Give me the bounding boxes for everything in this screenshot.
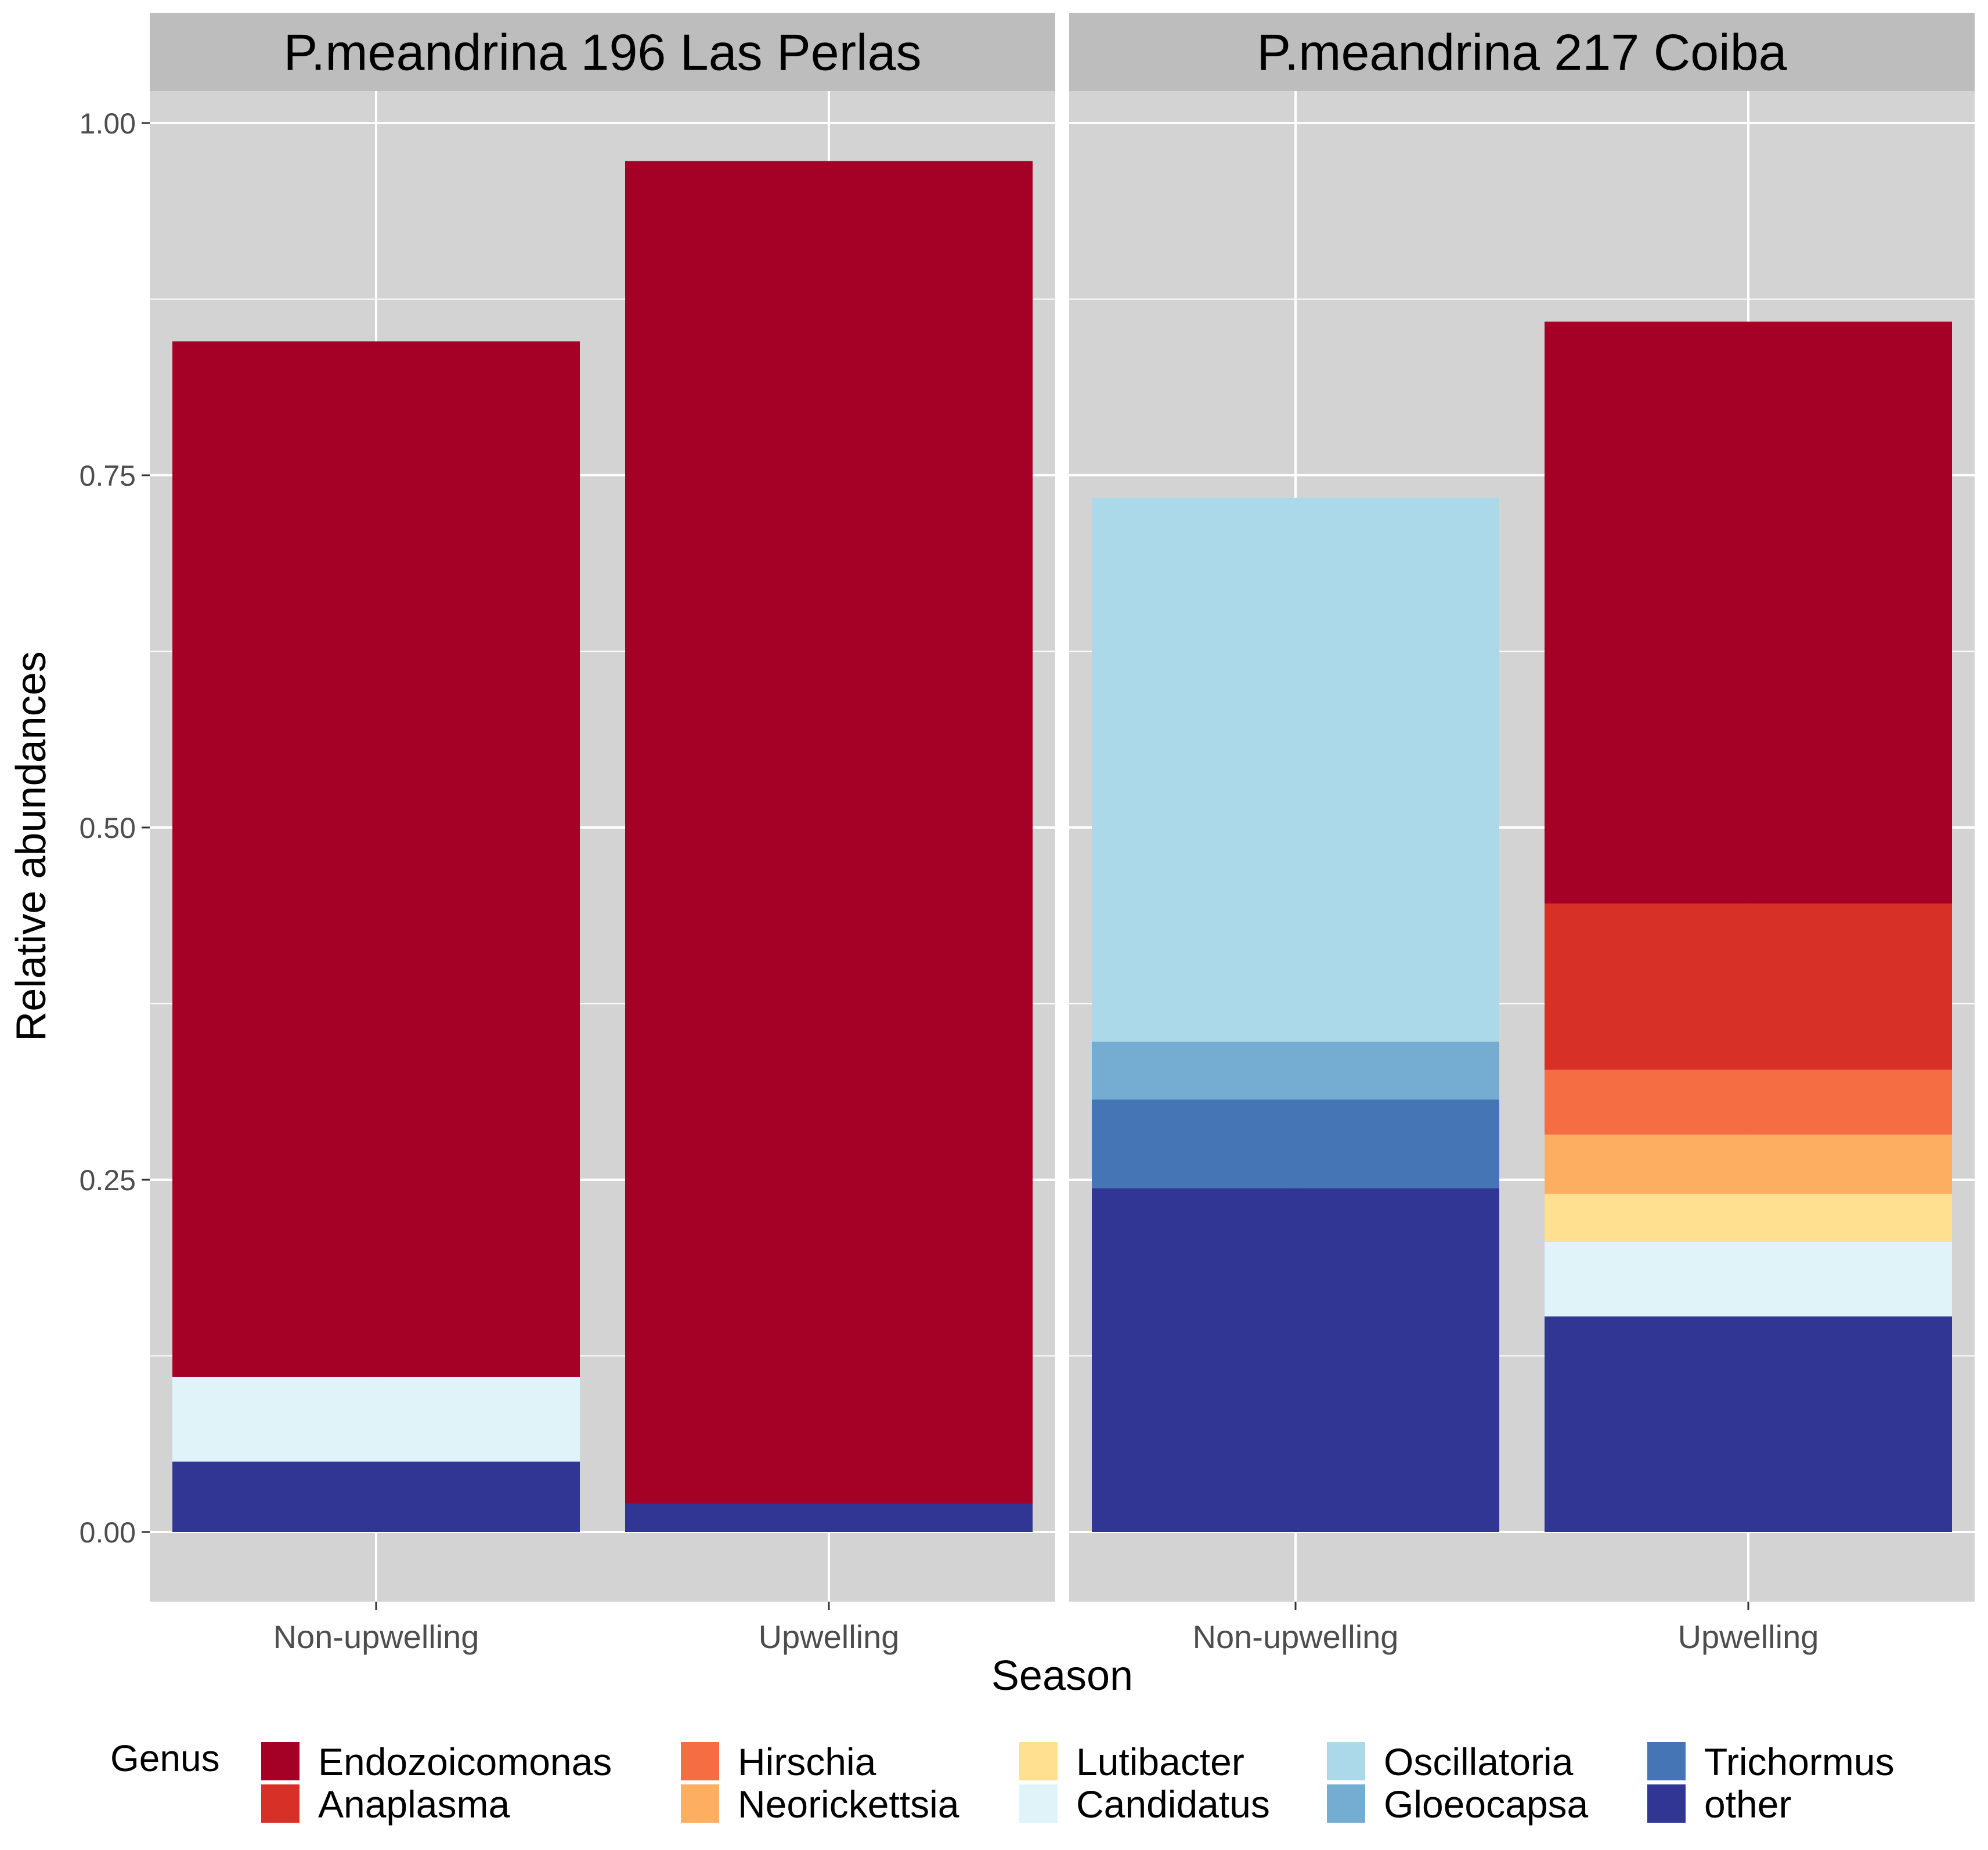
- y-tick-label: 0.25: [80, 1164, 136, 1197]
- legend-swatch-oscillatoria: [1327, 1742, 1365, 1780]
- y-tick-label: 1.00: [80, 107, 136, 140]
- bar-segment-neorickettsia: [1545, 1134, 1952, 1194]
- legend-swatch-candidatus: [1019, 1784, 1058, 1823]
- legend-swatch-endozoicomonas: [261, 1742, 300, 1780]
- bar-segment-gloeocapsa: [1092, 1042, 1499, 1100]
- legend-label: Trichormus: [1704, 1740, 1895, 1783]
- bar-segment-oscillatoria: [1092, 497, 1499, 1042]
- legend-swatch-trichormus: [1647, 1742, 1686, 1780]
- legend-label: Anaplasma: [318, 1783, 510, 1826]
- bar-segment-candidatus: [172, 1376, 580, 1462]
- y-axis: 0.00 0.25 0.50 0.75 1.00: [80, 107, 150, 1549]
- legend-swatch-lutibacter: [1019, 1742, 1058, 1780]
- bar-segment-hirschia: [1545, 1069, 1952, 1135]
- legend-label: Lutibacter: [1076, 1740, 1244, 1783]
- legend-swatch-neorickettsia: [681, 1784, 719, 1823]
- y-axis-title: Relative abundances: [8, 651, 55, 1041]
- x-tick-label: Upwelling: [759, 1618, 900, 1655]
- bar-segment-endozoicomonas: [625, 161, 1033, 1504]
- x-axis-title: Season: [991, 1653, 1133, 1699]
- bar-segment-trichormus: [1092, 1099, 1499, 1188]
- y-tick-label: 0.00: [80, 1516, 136, 1549]
- facet-strip: [150, 13, 1055, 91]
- panel-1: Non-upwelling Upwelling P.meandrina 196 La…: [150, 13, 1055, 1655]
- legend-swatch-other: [1647, 1784, 1686, 1823]
- legend-label: Candidatus: [1076, 1783, 1270, 1826]
- legend-title: Genus: [110, 1737, 220, 1779]
- x-tick-label: Upwelling: [1678, 1618, 1819, 1655]
- y-tick-label: 0.50: [80, 812, 136, 844]
- bar-segment-endozoicomonas: [1545, 321, 1952, 904]
- legend-swatch-gloeocapsa: [1327, 1784, 1365, 1823]
- legend-label: Gloeocapsa: [1384, 1783, 1589, 1826]
- bar-segment-other: [1545, 1316, 1952, 1532]
- bar-segment-other: [172, 1461, 580, 1532]
- legend-label: Endozoicomonas: [318, 1740, 612, 1783]
- x-tick-label: Non-upwelling: [273, 1618, 479, 1655]
- legend-label: Hirschia: [738, 1740, 876, 1783]
- panel-2: Non-upwelling Upwelling P.meandrina 217 Co…: [1069, 13, 1975, 1655]
- bar-segment-anaplasma: [1545, 904, 1952, 1070]
- legend-label: Neorickettsia: [738, 1783, 959, 1826]
- y-tick-label: 0.75: [80, 460, 136, 492]
- bar-segment-candidatus: [1545, 1241, 1952, 1317]
- panels: Non-upwelling Upwelling P.meandrina 196 La…: [150, 13, 1975, 1655]
- bar-segment-other: [625, 1504, 1033, 1532]
- bar-segment-lutibacter: [1545, 1194, 1952, 1242]
- x-tick-label: Non-upwelling: [1193, 1618, 1399, 1655]
- bar-segment-endozoicomonas: [172, 341, 580, 1377]
- facet-strip: [1069, 13, 1975, 91]
- facet-title: P.meandrina 217 Coiba: [1257, 24, 1787, 81]
- facet-title: P.meandrina 196 Las Perlas: [283, 24, 921, 81]
- legend-label: Oscillatoria: [1384, 1740, 1574, 1783]
- bar-segment-other: [1092, 1188, 1499, 1532]
- legend-label: other: [1704, 1783, 1791, 1826]
- legend-swatch-anaplasma: [261, 1784, 300, 1823]
- legend-swatch-hirschia: [681, 1742, 719, 1780]
